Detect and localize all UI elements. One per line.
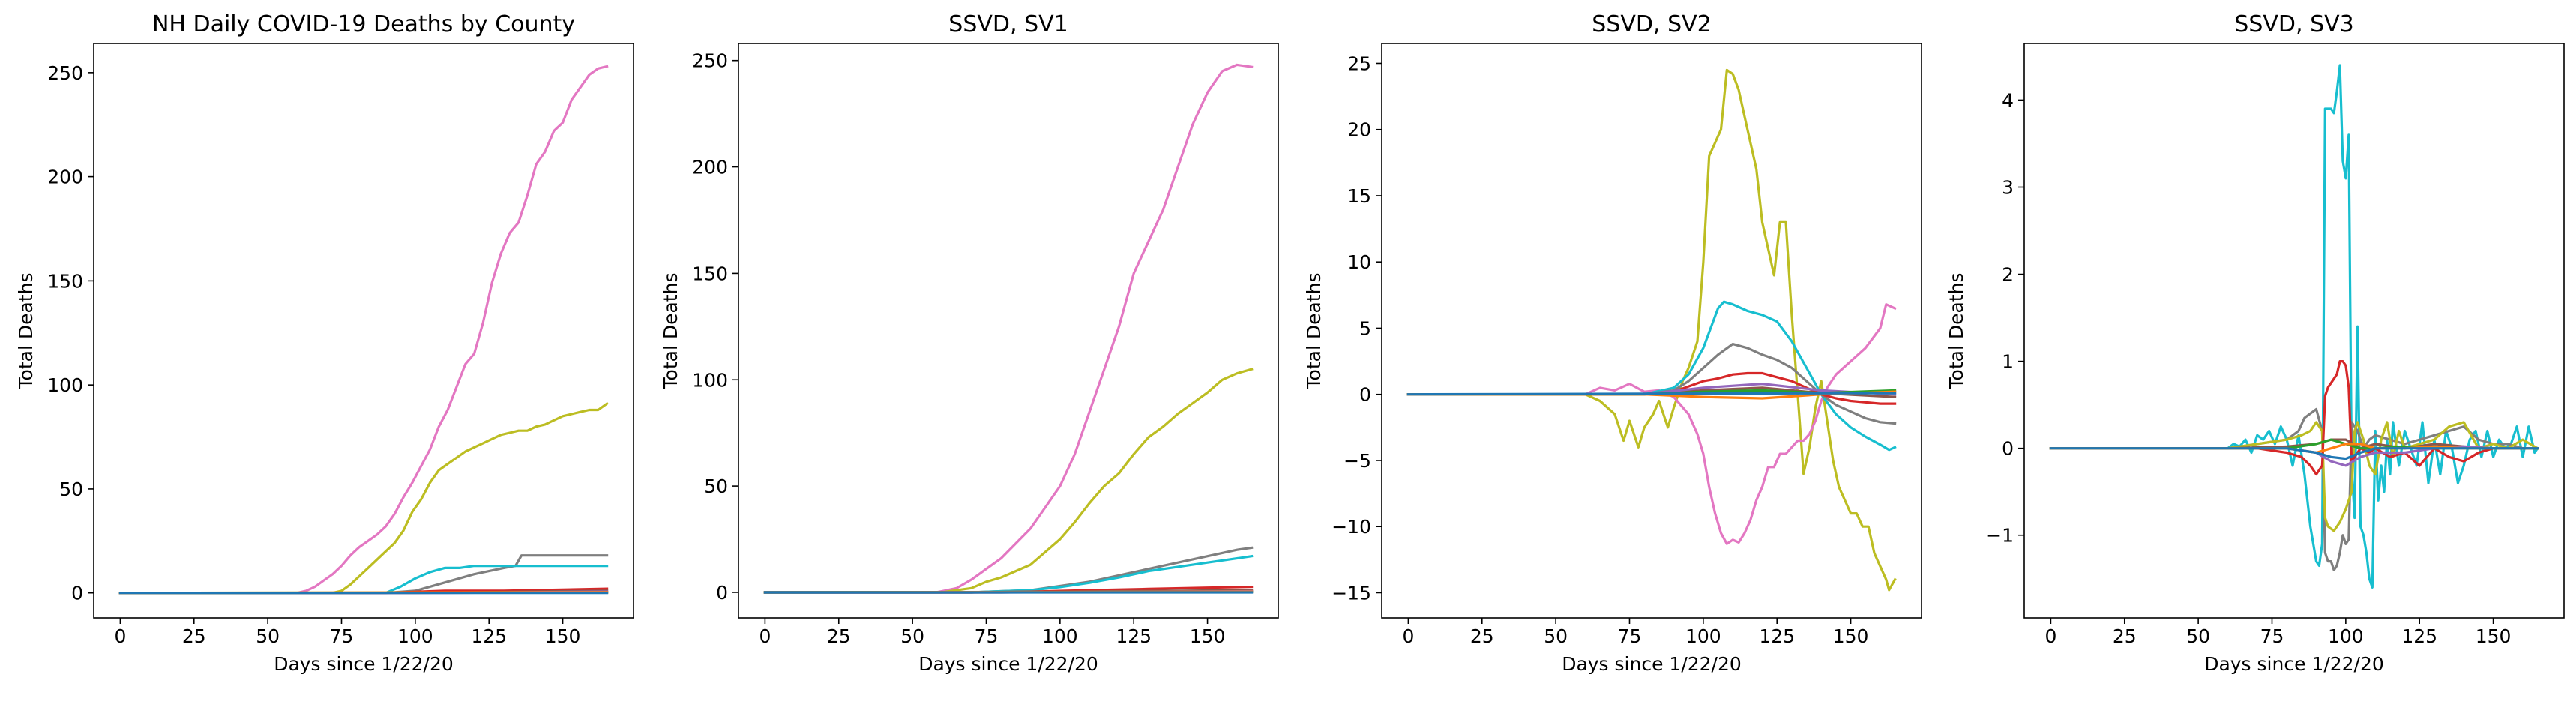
y-tick-label: 4 xyxy=(2002,89,2014,111)
chart-title: SSVD, SV1 xyxy=(948,11,1068,38)
series-group xyxy=(763,63,1254,594)
x-tick-label: 50 xyxy=(900,626,924,647)
y-tick-label: 150 xyxy=(692,262,728,284)
x-tick-label: 50 xyxy=(1544,626,1568,647)
x-tick-label: 125 xyxy=(1759,626,1795,647)
x-tick-label: 25 xyxy=(182,626,206,647)
y-tick-label: 3 xyxy=(2002,177,2014,199)
y-tick-label: 15 xyxy=(1347,185,1371,207)
series-line-3 xyxy=(1406,300,1897,452)
chart-3: 0 25 50 75 100 125 150 −15 −10 −5 0 5 10 15 20 25 SSVD, … xyxy=(1303,11,1922,675)
x-tick-label: 125 xyxy=(1116,626,1152,647)
y-tick-label: 250 xyxy=(47,62,83,84)
axes-frame xyxy=(93,43,634,619)
axes-frame xyxy=(1381,43,1922,619)
axes-frame xyxy=(738,43,1279,619)
series-line-9 xyxy=(2049,447,2539,460)
y-tick-label: 25 xyxy=(1347,52,1371,74)
x-tick-label: 75 xyxy=(975,626,999,647)
y-tick-label: −15 xyxy=(1331,582,1371,604)
series-line-3 xyxy=(2049,421,2539,532)
series-line-2 xyxy=(2049,407,2539,572)
x-tick-label: 100 xyxy=(397,626,433,647)
series-line-4 xyxy=(2049,360,2539,476)
y-tick-label: 100 xyxy=(692,369,728,391)
y-tick-label: 250 xyxy=(692,50,728,72)
x-tick-label: 25 xyxy=(2113,626,2137,647)
series-line-2 xyxy=(763,368,1254,594)
x-tick-label: 150 xyxy=(545,626,581,647)
x-tick-label: 0 xyxy=(759,626,771,647)
y-tick-label: 2 xyxy=(2002,264,2014,286)
x-tick-label: 0 xyxy=(1402,626,1414,647)
y-tick-label: 1 xyxy=(2002,351,2014,373)
x-tick-label: 100 xyxy=(1042,626,1078,647)
chart-4: 0 25 50 75 100 125 150 −1 0 1 2 3 4 SSVD, SV3 Days sin… xyxy=(1945,11,2565,675)
x-axis-label: Days since 1/22/20 xyxy=(1562,653,1742,675)
x-tick-label: 125 xyxy=(2401,626,2437,647)
y-tick-label: 10 xyxy=(1347,251,1371,273)
y-tick-label: 0 xyxy=(2002,438,2014,460)
axes-frame xyxy=(2023,43,2565,619)
x-tick-label: 75 xyxy=(1618,626,1642,647)
y-tick-label: 100 xyxy=(47,374,83,396)
series-group xyxy=(118,64,609,595)
y-axis-label: Total Deaths xyxy=(1945,273,1967,390)
series-line-10 xyxy=(1406,392,1897,396)
x-tick-label: 25 xyxy=(1470,626,1494,647)
x-axis-label: Days since 1/22/20 xyxy=(918,653,1098,675)
y-tick-label: 150 xyxy=(47,270,83,292)
y-tick-label: 0 xyxy=(71,583,83,604)
y-tick-label: 50 xyxy=(704,476,728,497)
x-tick-label: 50 xyxy=(256,626,280,647)
chart-title: SSVD, SV3 xyxy=(2234,11,2353,38)
x-tick-label: 0 xyxy=(114,626,126,647)
x-tick-label: 150 xyxy=(1833,626,1869,647)
x-tick-label: 100 xyxy=(2328,626,2364,647)
y-tick-label: 5 xyxy=(1359,317,1371,339)
series-line-5 xyxy=(1406,371,1897,405)
y-tick-label: 50 xyxy=(59,478,83,500)
series-line-1 xyxy=(1406,68,1897,592)
x-tick-label: 150 xyxy=(2476,626,2512,647)
y-tick-label: 0 xyxy=(1359,384,1371,406)
series-line-1 xyxy=(118,64,609,595)
y-tick-label: 0 xyxy=(716,582,728,604)
x-tick-label: 50 xyxy=(2186,626,2210,647)
chart-1: 0 25 50 75 100 125 150 0 50 100 150 200 250 NH Daily … xyxy=(15,11,634,675)
series-line-1 xyxy=(2049,64,2539,590)
x-axis-label: Days since 1/22/20 xyxy=(274,653,454,675)
x-axis-label: Days since 1/22/20 xyxy=(2204,653,2384,675)
y-axis-label: Total Deaths xyxy=(660,273,681,390)
series-group xyxy=(2049,64,2539,590)
x-tick-label: 150 xyxy=(1190,626,1226,647)
y-tick-label: −1 xyxy=(1986,525,2014,547)
y-tick-label: 200 xyxy=(47,166,83,188)
chart-title: NH Daily COVID-19 Deaths by County xyxy=(152,11,575,38)
y-tick-label: 20 xyxy=(1347,119,1371,141)
series-line-2 xyxy=(118,401,609,595)
x-tick-label: 0 xyxy=(2044,626,2056,647)
y-axis-label: Total Deaths xyxy=(1303,273,1325,390)
x-tick-label: 125 xyxy=(471,626,507,647)
y-tick-label: −5 xyxy=(1343,450,1371,472)
chart-2: 0 25 50 75 100 125 150 0 50 100 150 200 250 SSVD, SV1… xyxy=(660,11,1279,675)
y-axis-label: Total Deaths xyxy=(15,273,37,390)
chart-title: SSVD, SV2 xyxy=(1592,11,1711,38)
series-line-4 xyxy=(118,564,609,595)
x-tick-label: 75 xyxy=(330,626,354,647)
series-line-4 xyxy=(1406,343,1897,425)
x-tick-label: 100 xyxy=(1685,626,1721,647)
series-line-2 xyxy=(1406,303,1897,545)
series-line-3 xyxy=(118,554,609,595)
x-tick-label: 75 xyxy=(2260,626,2284,647)
series-line-3 xyxy=(763,546,1254,594)
series-line-1 xyxy=(763,63,1254,594)
series-group xyxy=(1406,68,1897,592)
y-tick-label: 200 xyxy=(692,157,728,178)
x-tick-label: 25 xyxy=(827,626,851,647)
y-tick-label: −10 xyxy=(1331,516,1371,538)
